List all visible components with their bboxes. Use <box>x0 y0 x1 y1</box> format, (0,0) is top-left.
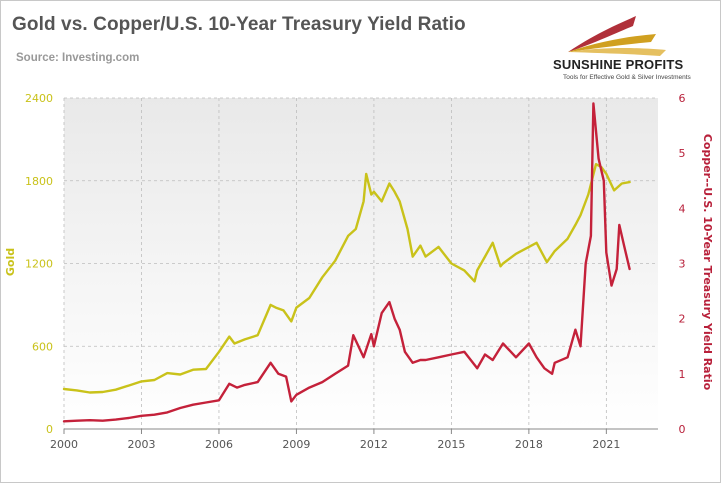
y-gridlines <box>64 97 658 347</box>
right-tick-label: 6 <box>679 92 686 105</box>
logo-tagline: Tools for Effective Gold & Silver Invest… <box>563 74 691 81</box>
left-tick-label: 1800 <box>25 175 53 188</box>
x-tick-label: 2006 <box>205 438 233 451</box>
series-group <box>62 102 631 423</box>
right-tick-label: 3 <box>679 258 686 271</box>
x-gridlines <box>63 98 607 429</box>
x-tick-label: 2000 <box>50 438 78 451</box>
logo-name: SUNSHINE PROFITS <box>553 57 684 72</box>
left-tick-label: 2400 <box>25 92 53 105</box>
left-tick-label: 1200 <box>25 258 53 271</box>
x-tick-label: 2018 <box>515 438 543 451</box>
x-tick-label: 2009 <box>282 438 310 451</box>
ratio-series-line <box>62 102 631 423</box>
right-tick-label: 5 <box>679 147 686 160</box>
right-tick-label: 0 <box>679 423 686 436</box>
left-axis-label: Gold <box>4 248 17 276</box>
right-tick-label: 1 <box>679 368 686 381</box>
left-axis-ticks: 0 600 1200 1800 2400 <box>25 92 53 436</box>
x-tick-label: 2012 <box>360 438 388 451</box>
chart-source: Source: Investing.com <box>16 52 140 64</box>
right-axis-ticks: 0 1 2 3 4 5 6 <box>679 92 686 436</box>
chart-title: Gold vs. Copper/U.S. 10-Year Treasury Yi… <box>12 14 466 35</box>
x-tick-label: 2015 <box>437 438 465 451</box>
right-tick-label: 4 <box>679 202 686 215</box>
gold-series-line <box>62 162 631 394</box>
right-axis-label: Copper--U.S. 10-Year Treasury Yield Rati… <box>701 134 714 391</box>
x-tick-label: 2003 <box>127 438 155 451</box>
right-tick-label: 2 <box>679 313 686 326</box>
x-tick-label: 2021 <box>592 438 620 451</box>
sunshine-profits-logo-icon <box>568 16 666 56</box>
left-tick-label: 600 <box>32 340 53 353</box>
x-axis-ticks: 2000 2003 2006 2009 2012 2015 2018 2021 <box>50 429 620 451</box>
left-tick-label: 0 <box>46 423 53 436</box>
